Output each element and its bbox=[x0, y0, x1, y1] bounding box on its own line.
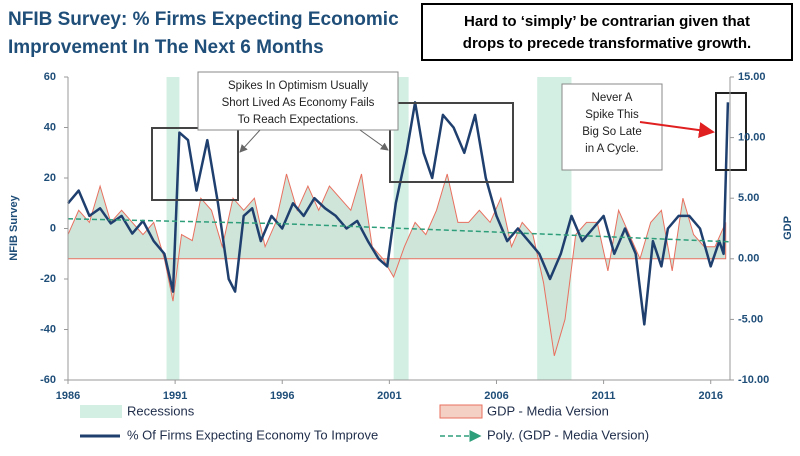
y2-tick-label: -10.00 bbox=[738, 374, 769, 386]
y2-tick-label: -5.00 bbox=[738, 313, 763, 325]
x-tick-label: 1986 bbox=[56, 390, 80, 402]
annotation: Short Lived As Economy Fails bbox=[222, 97, 375, 109]
nfib-line bbox=[67, 101, 730, 326]
annotation: Never A bbox=[592, 92, 633, 104]
annotation: in A Cycle. bbox=[585, 143, 639, 155]
trend-line bbox=[67, 218, 731, 243]
annotation-box bbox=[197, 71, 399, 131]
chart-title: Improvement In The Next 6 Months bbox=[8, 37, 324, 58]
annotation: Spikes In Optimism Usually bbox=[228, 80, 368, 92]
arrow bbox=[639, 121, 715, 139]
y-tick-label: 40 bbox=[44, 121, 56, 133]
y2-tick-label: 15.00 bbox=[738, 71, 766, 83]
legend-swatch bbox=[80, 405, 122, 418]
gdp-area bbox=[67, 173, 727, 356]
y2-tick-label: 5.00 bbox=[738, 192, 759, 204]
y2-tick-label: 10.00 bbox=[738, 132, 766, 144]
x-tick-label: 2016 bbox=[698, 390, 722, 402]
arrow bbox=[239, 129, 261, 153]
annotation: Big So Late bbox=[582, 126, 641, 138]
y-axis-title: NFIB Survey bbox=[8, 194, 20, 260]
note: drops to precede transformative growth. bbox=[463, 35, 751, 52]
annotation: To Reach Expectations. bbox=[238, 114, 359, 126]
annotation-box bbox=[561, 83, 663, 171]
legend-swatch bbox=[439, 404, 483, 419]
recession bbox=[166, 77, 180, 380]
x-tick-label: 2011 bbox=[592, 390, 616, 402]
y-tick-label: 60 bbox=[44, 71, 56, 83]
recession bbox=[393, 77, 409, 380]
x-tick-label: 2006 bbox=[484, 390, 508, 402]
legend-label: Poly. (GDP - Media Version) bbox=[487, 427, 649, 442]
annotation: Spike This bbox=[585, 109, 639, 121]
x-tick-label: 1991 bbox=[163, 390, 187, 402]
note-box bbox=[421, 3, 793, 61]
y-tick-label: 20 bbox=[44, 172, 56, 184]
chart-title: NFIB Survey: % Firms Expecting Economic bbox=[8, 9, 399, 30]
highlight-box bbox=[151, 127, 239, 201]
legend-label: % Of Firms Expecting Economy To Improve bbox=[127, 427, 378, 442]
y-tick-label: -60 bbox=[40, 374, 56, 386]
highlight-box bbox=[715, 92, 747, 171]
arrow bbox=[359, 129, 389, 151]
y2-axis-title: GDP bbox=[782, 216, 794, 240]
y-tick-label: 0 bbox=[50, 222, 56, 234]
x-tick-label: 1996 bbox=[270, 390, 294, 402]
legend-label: GDP - Media Version bbox=[487, 403, 609, 418]
legend-label: Recessions bbox=[127, 403, 195, 418]
y2-tick-label: 0.00 bbox=[738, 253, 759, 265]
x-tick-label: 2001 bbox=[377, 390, 401, 402]
highlight-box bbox=[389, 102, 514, 183]
note: Hard to ‘simply’ be contrarian given tha… bbox=[464, 13, 750, 30]
y-tick-label: -20 bbox=[40, 273, 56, 285]
y-tick-label: -40 bbox=[40, 323, 56, 335]
